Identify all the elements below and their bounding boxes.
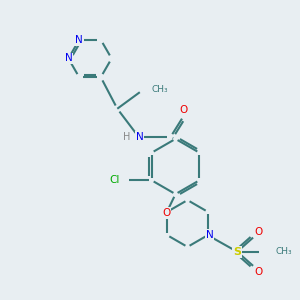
Text: O: O <box>180 105 188 115</box>
Text: N: N <box>75 35 83 45</box>
Text: S: S <box>233 247 241 257</box>
Text: N: N <box>206 230 213 240</box>
Text: N: N <box>136 132 143 142</box>
Text: N: N <box>64 53 72 64</box>
Text: CH₃: CH₃ <box>275 247 292 256</box>
Text: O: O <box>255 226 263 237</box>
Text: O: O <box>162 208 171 218</box>
Text: H: H <box>123 132 130 142</box>
Text: O: O <box>255 267 263 277</box>
Text: Cl: Cl <box>109 175 119 185</box>
Text: CH₃: CH₃ <box>151 85 168 94</box>
